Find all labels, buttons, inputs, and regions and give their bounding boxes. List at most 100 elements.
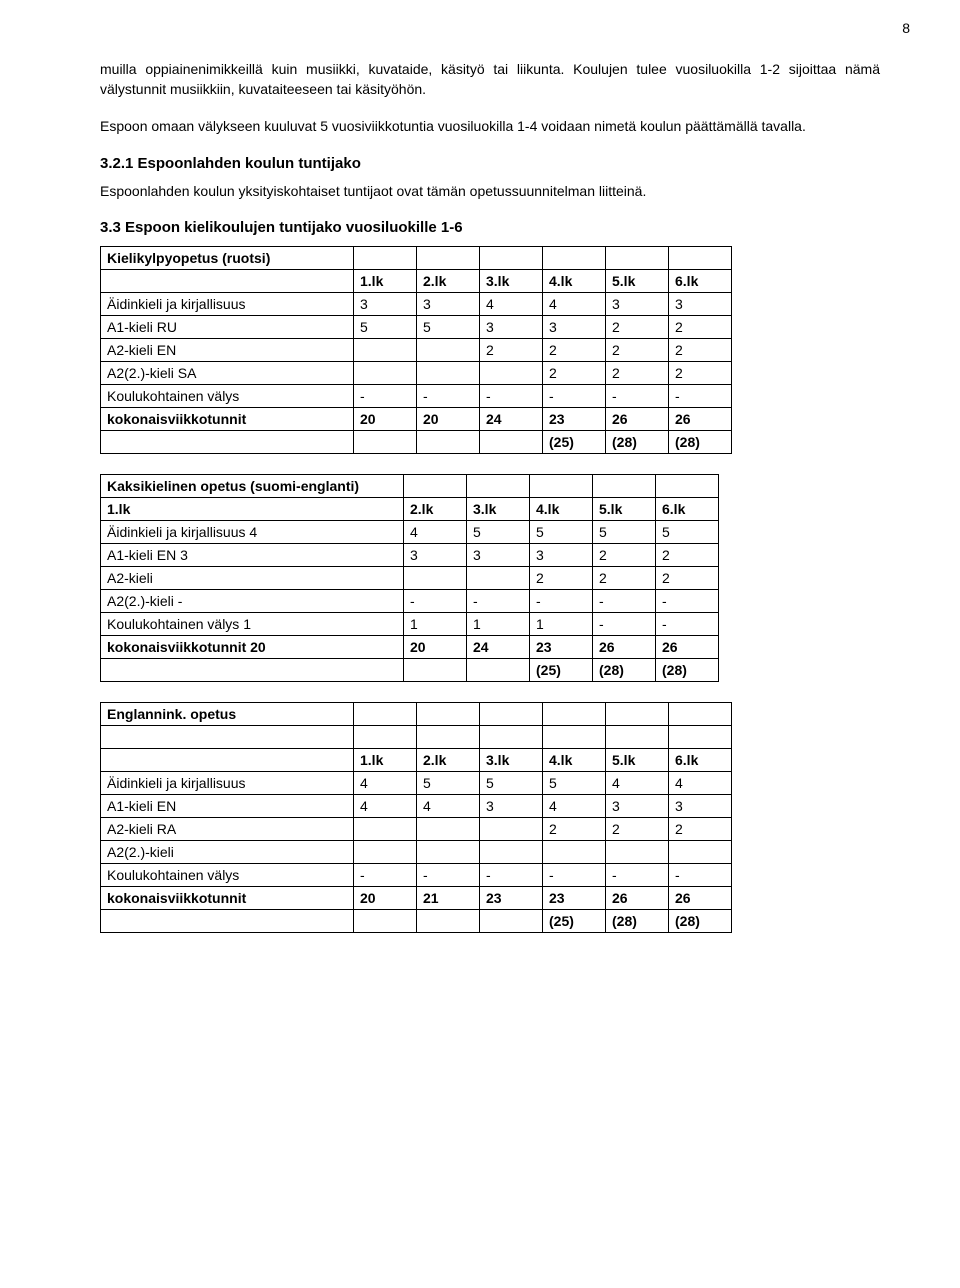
- row-label: A1-kieli EN: [101, 795, 354, 818]
- page-number: 8: [902, 20, 910, 36]
- table-cell: [480, 818, 543, 841]
- column-header: 2.lk: [417, 270, 480, 293]
- table-cell: [417, 339, 480, 362]
- table-cell: 2: [480, 339, 543, 362]
- table-englannink: Englannink. opetus 1.lk2.lk3.lk4.lk5.lk6…: [100, 702, 880, 933]
- row-label: A2(2.)-kieli: [101, 841, 354, 864]
- table-cell: 3: [606, 795, 669, 818]
- table-cell: 5: [480, 772, 543, 795]
- table-cell: -: [543, 385, 606, 408]
- table-cell: -: [354, 864, 417, 887]
- table-cell: 3: [404, 544, 467, 567]
- row-label: kokonaisviikkotunnit 20: [101, 636, 404, 659]
- table-cell: 4: [417, 795, 480, 818]
- column-header: 1.lk: [354, 749, 417, 772]
- table-cell: [606, 703, 669, 726]
- table-cell: 24: [480, 408, 543, 431]
- table-cell: 20: [354, 408, 417, 431]
- row-label: [101, 659, 404, 682]
- table-cell: 2: [593, 567, 656, 590]
- section-3-2-1-title: 3.2.1 Espoonlahden koulun tuntijako: [100, 155, 880, 172]
- table-cell: 20: [417, 408, 480, 431]
- table-cell: 2: [669, 362, 732, 385]
- column-header: 6.lk: [656, 498, 719, 521]
- table-cell: (28): [669, 431, 732, 454]
- table-cell: -: [467, 590, 530, 613]
- table-cell: 2: [669, 316, 732, 339]
- table-cell: 5: [593, 521, 656, 544]
- table-cell: [467, 475, 530, 498]
- column-header: 6.lk: [669, 270, 732, 293]
- table-cell: 3: [417, 293, 480, 316]
- table-cell: -: [480, 864, 543, 887]
- table-cell: 5: [656, 521, 719, 544]
- table-cell: 2: [656, 544, 719, 567]
- table-cell: 4: [354, 795, 417, 818]
- column-header: 3.lk: [480, 270, 543, 293]
- table-cell: -: [656, 613, 719, 636]
- column-header: 5.lk: [593, 498, 656, 521]
- column-header: [101, 270, 354, 293]
- table-cell: 2: [543, 339, 606, 362]
- table-cell: [417, 247, 480, 270]
- table-cell: 4: [606, 772, 669, 795]
- column-header: 3.lk: [467, 498, 530, 521]
- table-cell: [354, 841, 417, 864]
- table-cell: [669, 703, 732, 726]
- table-cell: 3: [354, 293, 417, 316]
- table-cell: 3: [543, 316, 606, 339]
- table-cell: (28): [593, 659, 656, 682]
- table-cell: [101, 726, 354, 749]
- table-cell: [606, 247, 669, 270]
- row-label: A2(2.)-kieli SA: [101, 362, 354, 385]
- table-cell: [656, 475, 719, 498]
- table-cell: [480, 247, 543, 270]
- table-cell: 4: [543, 293, 606, 316]
- table-cell: 4: [480, 293, 543, 316]
- table-cell: -: [543, 864, 606, 887]
- table-cell: 4: [404, 521, 467, 544]
- table-cell: -: [417, 385, 480, 408]
- column-header: 5.lk: [606, 749, 669, 772]
- table-cell: [417, 431, 480, 454]
- table-cell: 5: [417, 316, 480, 339]
- table-cell: (25): [543, 910, 606, 933]
- table-cell: 2: [669, 818, 732, 841]
- table-cell: [417, 362, 480, 385]
- table-cell: [593, 475, 656, 498]
- section-3-2-1-body: Espoonlahden koulun yksityiskohtaiset tu…: [100, 182, 880, 202]
- table-cell: [404, 567, 467, 590]
- table-cell: [543, 703, 606, 726]
- row-label: A2(2.)-kieli -: [101, 590, 404, 613]
- column-header: 3.lk: [480, 749, 543, 772]
- row-label: kokonaisviikkotunnit: [101, 887, 354, 910]
- table-cell: 2: [669, 339, 732, 362]
- table-cell: [480, 726, 543, 749]
- table-cell: [417, 841, 480, 864]
- table-cell: -: [606, 864, 669, 887]
- table-cell: [480, 910, 543, 933]
- row-label: A2-kieli EN: [101, 339, 354, 362]
- row-label: Äidinkieli ja kirjallisuus: [101, 293, 354, 316]
- table-kaksikielinen: Kaksikielinen opetus (suomi-englanti)1.l…: [100, 474, 880, 682]
- table-cell: [404, 659, 467, 682]
- column-header: 4.lk: [543, 270, 606, 293]
- table-cell: [480, 431, 543, 454]
- table-cell: -: [656, 590, 719, 613]
- table-cell: [669, 841, 732, 864]
- column-header: 4.lk: [543, 749, 606, 772]
- table-cell: 26: [669, 887, 732, 910]
- table-cell: 24: [467, 636, 530, 659]
- table-cell: [354, 431, 417, 454]
- table-cell: 5: [354, 316, 417, 339]
- table-cell: 3: [606, 293, 669, 316]
- table-cell: 4: [669, 772, 732, 795]
- section-3-3-title: 3.3 Espoon kielikoulujen tuntijako vuosi…: [100, 219, 880, 236]
- table-title: Englannink. opetus: [101, 703, 354, 726]
- table-cell: 2: [606, 362, 669, 385]
- paragraph-1: muilla oppiainenimikkeillä kuin musiikki…: [100, 60, 880, 99]
- table-cell: 3: [480, 795, 543, 818]
- table-cell: 20: [354, 887, 417, 910]
- table-cell: [467, 659, 530, 682]
- table-cell: 26: [606, 887, 669, 910]
